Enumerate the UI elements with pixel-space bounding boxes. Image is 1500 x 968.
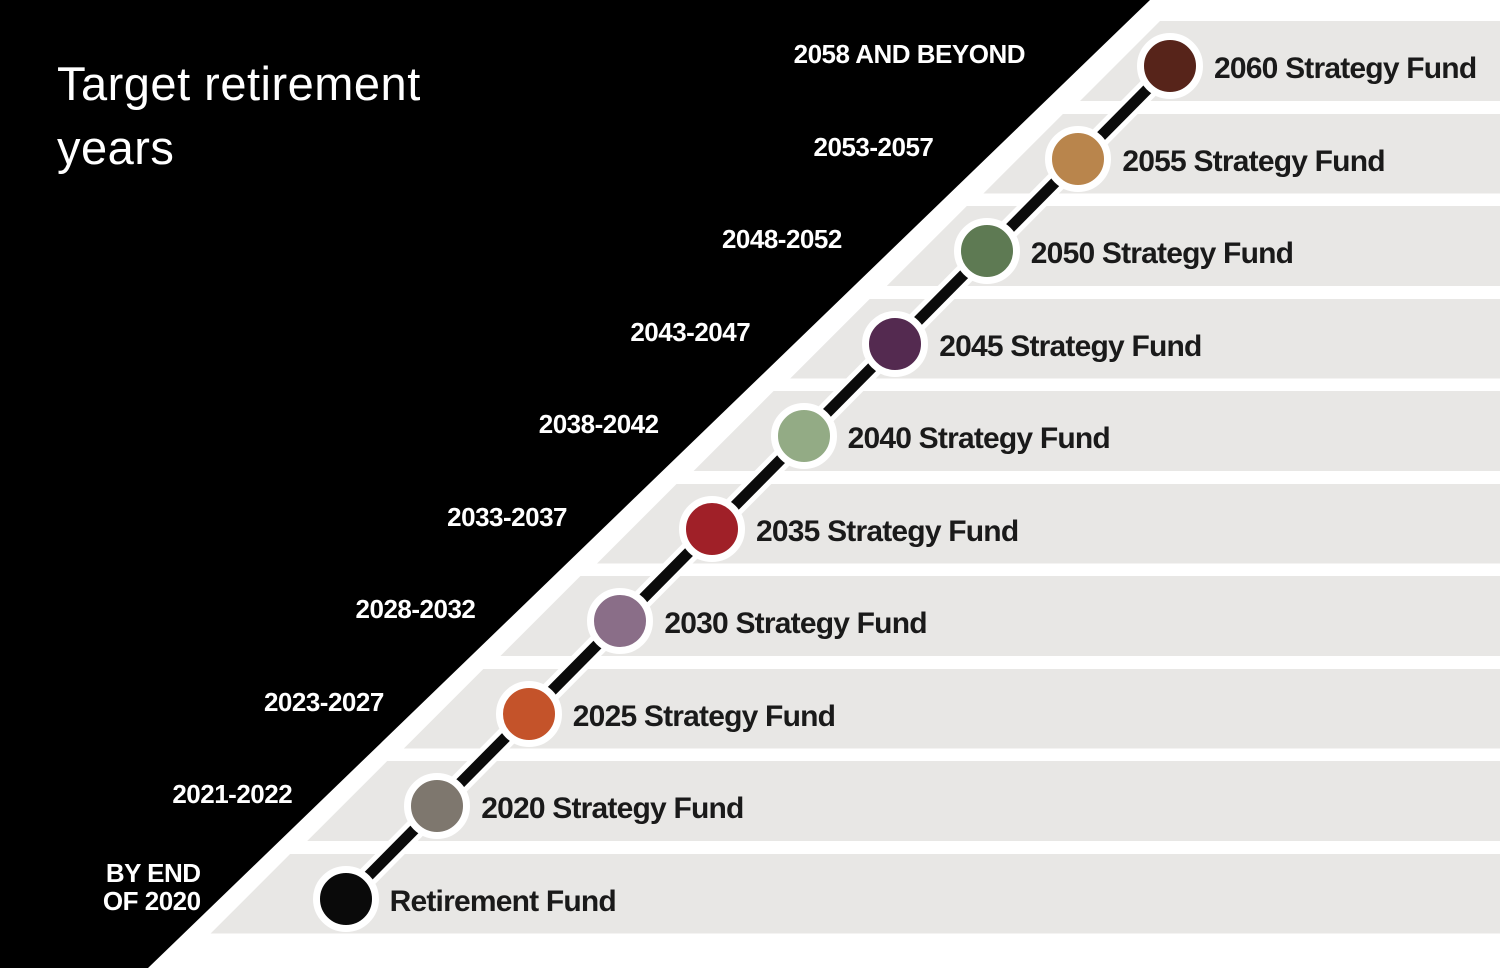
- fund-name-label: Retirement Fund: [389, 884, 617, 918]
- fund-name-label: 2030 Strategy Fund: [664, 607, 927, 640]
- year-range-label: BY END OF 2020: [102, 857, 201, 916]
- year-range-label: 2058 AND BEYOND: [793, 39, 1026, 69]
- fund-name-label: 2035 Strategy Fund: [756, 514, 1019, 548]
- band: [500, 576, 1500, 656]
- page-title-line-1: Target retirement: [57, 57, 421, 110]
- year-range-label: 2038-2042: [538, 409, 659, 439]
- fund-dot: [404, 773, 471, 839]
- fund-name-label: 2020 Strategy Fund: [481, 792, 744, 825]
- page-title-line-2: years: [57, 121, 175, 174]
- fund-dot: [312, 865, 379, 932]
- band: [307, 761, 1500, 841]
- year-range-label: 2028-2032: [355, 594, 476, 624]
- page-title: Target retirement years: [57, 52, 421, 180]
- fund-dot: [1045, 125, 1112, 192]
- year-range-label: 2023-2027: [263, 686, 384, 717]
- fund-dot: [770, 403, 837, 469]
- fund-dot: [1137, 33, 1203, 99]
- year-range-label: 2053-2057: [813, 131, 934, 162]
- fund-name-label: 2050 Strategy Fund: [1030, 237, 1294, 270]
- year-range-label: 2048-2052: [721, 224, 842, 254]
- fund-name-label: 2045 Strategy Fund: [939, 329, 1202, 363]
- band: [210, 853, 1500, 934]
- fund-dot: [679, 495, 745, 562]
- fund-name-label: 2060 Strategy Fund: [1214, 52, 1477, 85]
- fund-name-label: 2025 Strategy Fund: [572, 699, 836, 733]
- year-range-label: 2043-2047: [630, 316, 751, 347]
- year-range-label: 2033-2037: [447, 501, 567, 532]
- fund-dot: [495, 680, 562, 747]
- fund-dot: [953, 218, 1020, 284]
- fund-name-label: 2055 Strategy Fund: [1122, 144, 1385, 178]
- fund-name-label: 2040 Strategy Fund: [847, 422, 1111, 455]
- year-range-label: 2021-2022: [172, 779, 293, 809]
- fund-dot: [862, 310, 929, 377]
- band: [403, 668, 1500, 749]
- fund-dot: [587, 588, 654, 654]
